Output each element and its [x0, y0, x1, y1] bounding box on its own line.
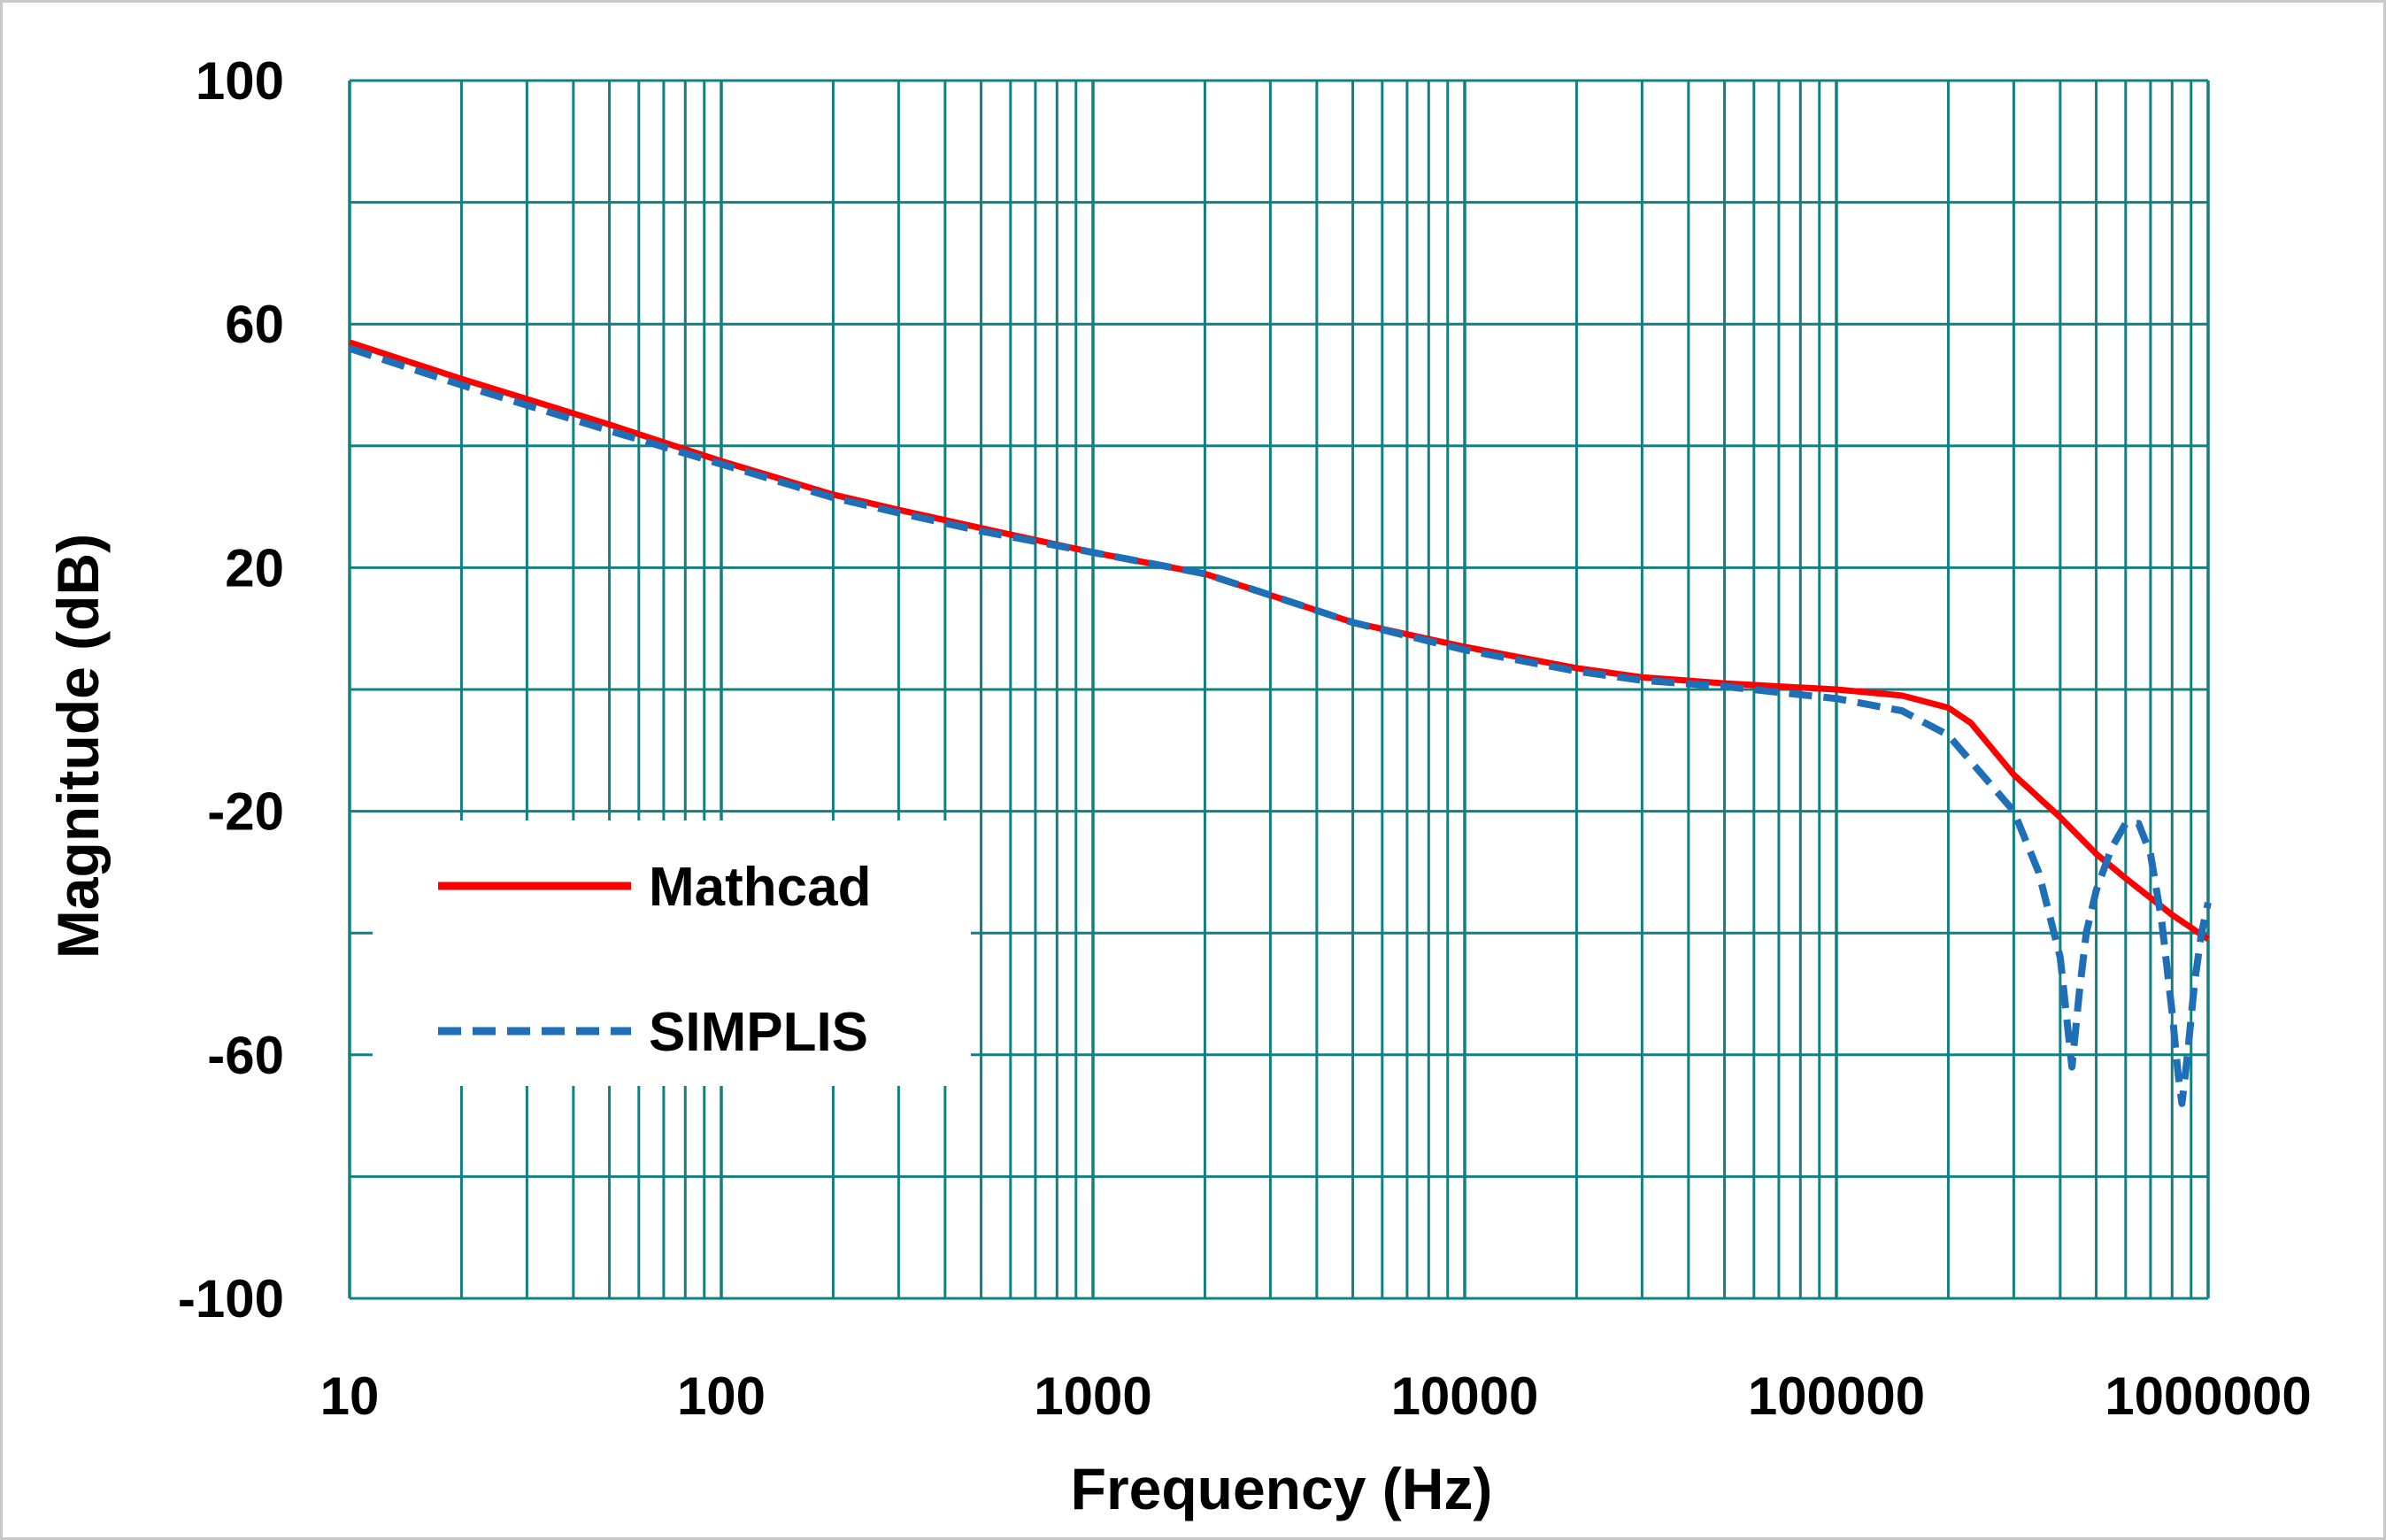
x-tick-label: 100 — [677, 1367, 766, 1426]
series-layer — [348, 339, 2212, 1107]
x-tick-label: 1000 — [1034, 1367, 1151, 1426]
y-tick-label: 60 — [225, 295, 284, 354]
tick-labels: 10 100 1000 10000 100000 1000000 100 60 20 -20 -60… — [178, 51, 2312, 1426]
y-tick-label: -100 — [178, 1269, 284, 1328]
x-tick-label: 10 — [320, 1367, 380, 1426]
legend-label-simplis: SIMPLIS — [649, 1002, 868, 1063]
legend: Mathcad SIMPLIS — [373, 820, 971, 1086]
x-tick-label: 1000000 — [2105, 1367, 2312, 1426]
legend-label-mathcad: Mathcad — [649, 857, 871, 918]
legend-background — [373, 820, 971, 1086]
y-tick-label: -60 — [207, 1026, 284, 1085]
x-tick-label: 10000 — [1391, 1367, 1539, 1426]
x-tick-label: 100000 — [1748, 1367, 1925, 1426]
grid-layer — [348, 79, 2210, 1300]
series-line-simplis — [348, 344, 2212, 1107]
bode-magnitude-chart: Mathcad SIMPLIS 10 100 1000 10000 100000 1000… — [45, 51, 2312, 1521]
y-tick-label: 100 — [196, 51, 284, 111]
y-tick-label: 20 — [225, 538, 284, 597]
x-axis-title: Frequency (Hz) — [1071, 1456, 1493, 1521]
y-axis-title: Magnitude (dB) — [45, 534, 111, 959]
y-tick-label: -20 — [207, 782, 284, 842]
